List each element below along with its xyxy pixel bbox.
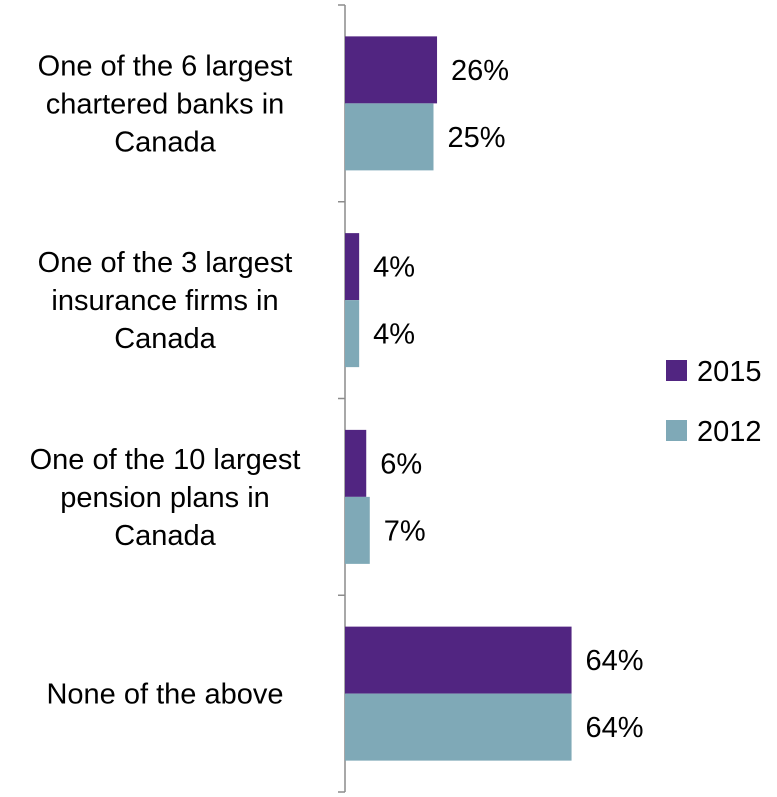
category-label-line: One of the 10 largest [30, 444, 301, 476]
category-label-line: None of the above [46, 679, 283, 711]
legend-label-2012: 2012 [697, 416, 762, 448]
legend-swatch-2015 [666, 360, 687, 381]
data-label: 4% [373, 319, 415, 351]
data-label: 4% [373, 252, 415, 284]
bar-2015 [345, 429, 367, 497]
category-label-line: insurance firms in [51, 285, 278, 317]
bar-2012 [345, 300, 360, 368]
data-label: 25% [448, 122, 506, 154]
category-label-line: Canada [114, 126, 216, 158]
category-label: None of the above [46, 679, 283, 711]
bar-2012 [345, 693, 572, 761]
category-label: One of the 3 largest insurance firms in Ca… [38, 247, 293, 355]
category-label-line: One of the 3 largest [38, 247, 293, 279]
legend: 2015 2012 [666, 356, 762, 448]
bar-2012 [345, 496, 370, 564]
data-label: 6% [380, 448, 422, 480]
data-label: 64% [586, 645, 644, 677]
bar-2015 [345, 626, 572, 694]
category-label-line: chartered banks in [46, 88, 285, 120]
category-label: One of the 10 largest pension plans in Can… [30, 444, 301, 552]
legend-swatch-2012 [666, 420, 687, 441]
bar-2012 [345, 103, 434, 171]
data-label: 26% [451, 55, 509, 87]
category-label-line: One of the 6 largest [38, 50, 293, 82]
axis-layer [338, 4, 346, 793]
data-label: 64% [586, 712, 644, 744]
labels-layer: One of the 6 largest chartered banks in Ca… [30, 50, 644, 744]
bar-2015 [345, 233, 360, 301]
category-label-line: Canada [114, 323, 216, 355]
bars-layer [345, 36, 572, 761]
data-label: 7% [384, 515, 426, 547]
category-label-line: Canada [114, 520, 216, 552]
category-label: One of the 6 largest chartered banks in Ca… [38, 50, 293, 158]
category-label-line: pension plans in [60, 482, 270, 514]
legend-label-2015: 2015 [697, 356, 762, 388]
bar-2015 [345, 36, 438, 104]
